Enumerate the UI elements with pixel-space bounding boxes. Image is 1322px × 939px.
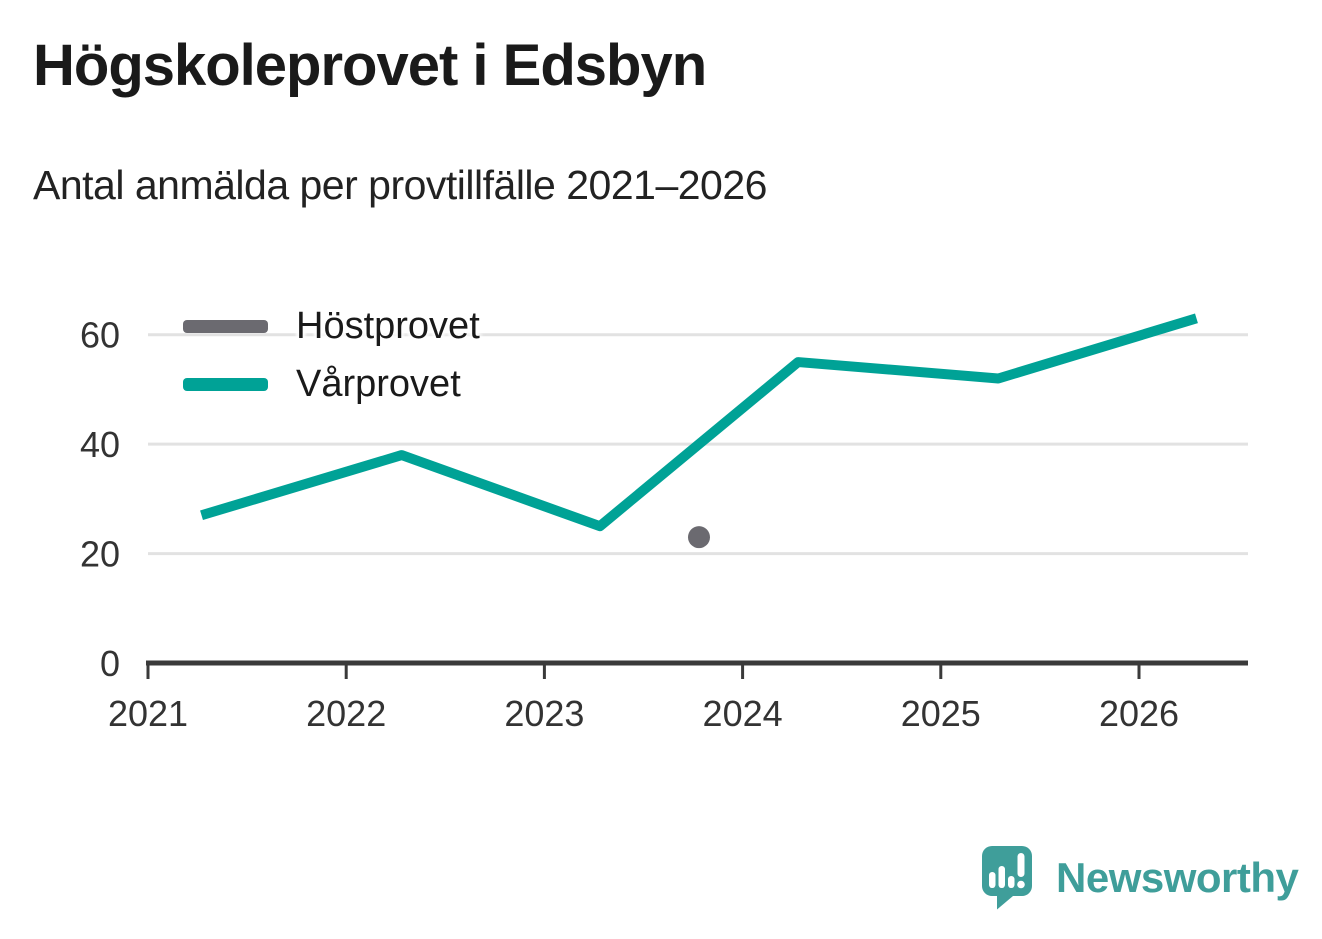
series-line-varprovet <box>200 313 1198 532</box>
x-tick-label-2023: 2023 <box>504 693 584 734</box>
newsworthy-logo: Newsworthy <box>982 846 1299 910</box>
x-tick-label-2021: 2021 <box>108 693 188 734</box>
x-tick-label-2024: 2024 <box>703 693 783 734</box>
brand-name: Newsworthy <box>1056 854 1299 901</box>
x-tick-label-2025: 2025 <box>901 693 981 734</box>
legend-item-varprovet: Vårprovet <box>183 360 480 408</box>
exclamation-dot <box>1017 880 1025 889</box>
newsworthy-logo-icon <box>982 846 1032 910</box>
y-tick-label-40: 40 <box>80 424 120 465</box>
x-tick-label-2026: 2026 <box>1099 693 1179 734</box>
bar-2 <box>998 866 1005 888</box>
x-tick-label-2022: 2022 <box>306 693 386 734</box>
legend-swatch-hostprovet <box>183 319 268 333</box>
chart-title: Högskoleprovet i Edsbyn <box>33 33 707 98</box>
series-point-hostprovet <box>687 526 710 549</box>
legend-label-varprovet: Vårprovet <box>296 363 461 405</box>
chart-subtitle: Antal anmälda per provtillfälle 2021–202… <box>33 162 767 208</box>
y-tick-label-60: 60 <box>80 315 120 356</box>
bar-1 <box>989 872 996 888</box>
exclamation-bar <box>1017 853 1025 877</box>
legend-label-hostprovet: Höstprovet <box>296 305 480 347</box>
legend-item-hostprovet: Höstprovet <box>183 302 480 350</box>
legend-swatch-varprovet <box>183 377 268 391</box>
y-tick-label-0: 0 <box>100 643 120 684</box>
y-tick-label-20: 20 <box>80 534 120 575</box>
bar-3 <box>1008 876 1015 888</box>
legend: Höstprovet Vårprovet <box>183 302 480 418</box>
